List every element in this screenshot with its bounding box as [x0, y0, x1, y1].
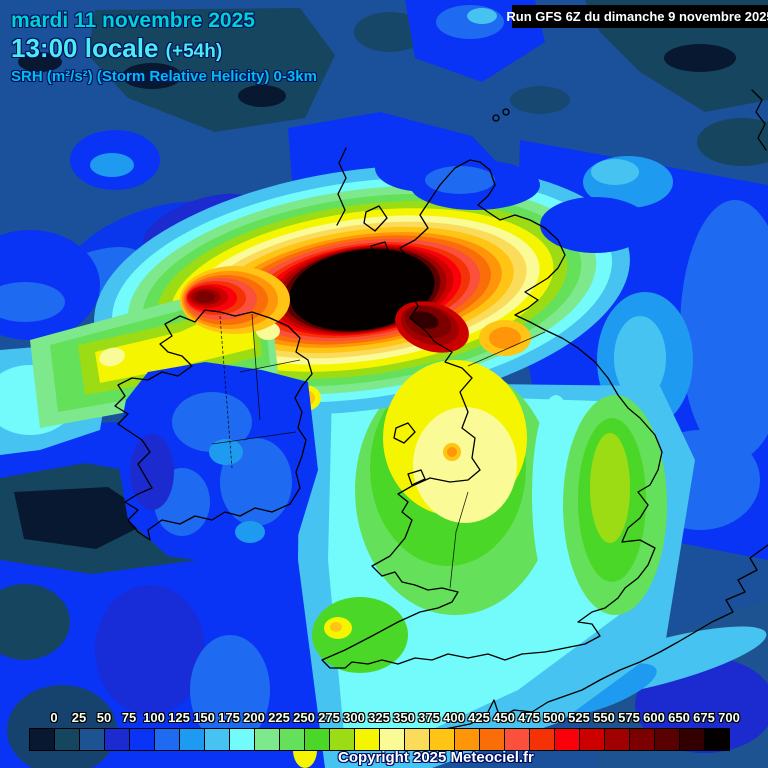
date-label: mardi 11 novembre 2025 [11, 9, 255, 32]
colorbar-swatch [280, 728, 305, 751]
colorbar-swatch [130, 728, 155, 751]
colorbar-label: 25 [71, 710, 87, 725]
colorbar-swatch [230, 728, 255, 751]
colorbar-swatch [80, 728, 105, 751]
parameter-label: SRH (m²/s²) (Storm Relative Helicity) 0-… [11, 68, 317, 85]
time-label: 13:00 locale (+54h) [11, 35, 222, 61]
colorbar-swatch [29, 728, 55, 751]
colorbar-swatch [330, 728, 355, 751]
colorbar-label: 325 [368, 710, 390, 725]
colorbar-swatch [355, 728, 380, 751]
forecast-offset: (+54h) [165, 41, 223, 62]
colorbar-swatch [555, 728, 580, 751]
colorbar-label: 375 [418, 710, 440, 725]
colorbar-label: 550 [593, 710, 615, 725]
colorbar-label: 400 [443, 710, 465, 725]
colorbar-swatch [655, 728, 680, 751]
colorbar-label: 475 [518, 710, 540, 725]
colorbar-label: 300 [343, 710, 365, 725]
colorbar-swatch [705, 728, 730, 751]
colorbar-swatch [630, 728, 655, 751]
internal-borders [211, 313, 546, 589]
colorbar-label: 50 [96, 710, 112, 725]
colorbar-swatch [205, 728, 230, 751]
colorbar-label: 575 [618, 710, 640, 725]
colorbar-label: 175 [218, 710, 240, 725]
colorbar-label: 450 [493, 710, 515, 725]
colorbar-swatch [155, 728, 180, 751]
colorbar-swatch [680, 728, 705, 751]
colorbar-swatch [105, 728, 130, 751]
colorbar-swatch [180, 728, 205, 751]
colorbar-label: 700 [718, 710, 740, 725]
colorbar-label: 125 [168, 710, 190, 725]
colorbar-label: 250 [293, 710, 315, 725]
colorbar-swatch [455, 728, 480, 751]
colorbar-swatch [480, 728, 505, 751]
colorbar-label: 100 [143, 710, 165, 725]
colorbar-swatch [505, 728, 530, 751]
colorbar [29, 728, 730, 751]
colorbar-label: 225 [268, 710, 290, 725]
colorbar-swatch [380, 728, 405, 751]
colorbar-swatch [55, 728, 80, 751]
colorbar-swatch [430, 728, 455, 751]
local-time: 13:00 locale [11, 33, 159, 63]
colorbar-swatch [405, 728, 430, 751]
colorbar-label: 150 [193, 710, 215, 725]
copyright-label: Copyright 2025 Meteociel.fr [338, 749, 534, 766]
colorbar-swatch [255, 728, 280, 751]
colorbar-swatch [530, 728, 555, 751]
colorbar-label: 600 [643, 710, 665, 725]
colorbar-swatch [305, 728, 330, 751]
colorbar-label: 200 [243, 710, 265, 725]
colorbar-label: 675 [693, 710, 715, 725]
run-info-box: Run GFS 6Z du dimanche 9 novembre 2025 [506, 5, 768, 28]
coastlines [114, 89, 768, 749]
colorbar-label: 650 [668, 710, 690, 725]
colorbar-label: 75 [121, 710, 137, 725]
colorbar-swatch [580, 728, 605, 751]
colorbar-label: 525 [568, 710, 590, 725]
run-info-label: Run GFS 6Z du dimanche 9 novembre 2025 [506, 9, 768, 24]
colorbar-label: 350 [393, 710, 415, 725]
colorbar-label: 425 [468, 710, 490, 725]
colorbar-label: 275 [318, 710, 340, 725]
colorbar-label: 500 [543, 710, 565, 725]
colorbar-labels: 0 25 50 75 100 125 150 175 200 225 250 275 300 325 350… [0, 711, 768, 727]
colorbar-label: 0 [50, 710, 58, 725]
colorbar-swatch [605, 728, 630, 751]
